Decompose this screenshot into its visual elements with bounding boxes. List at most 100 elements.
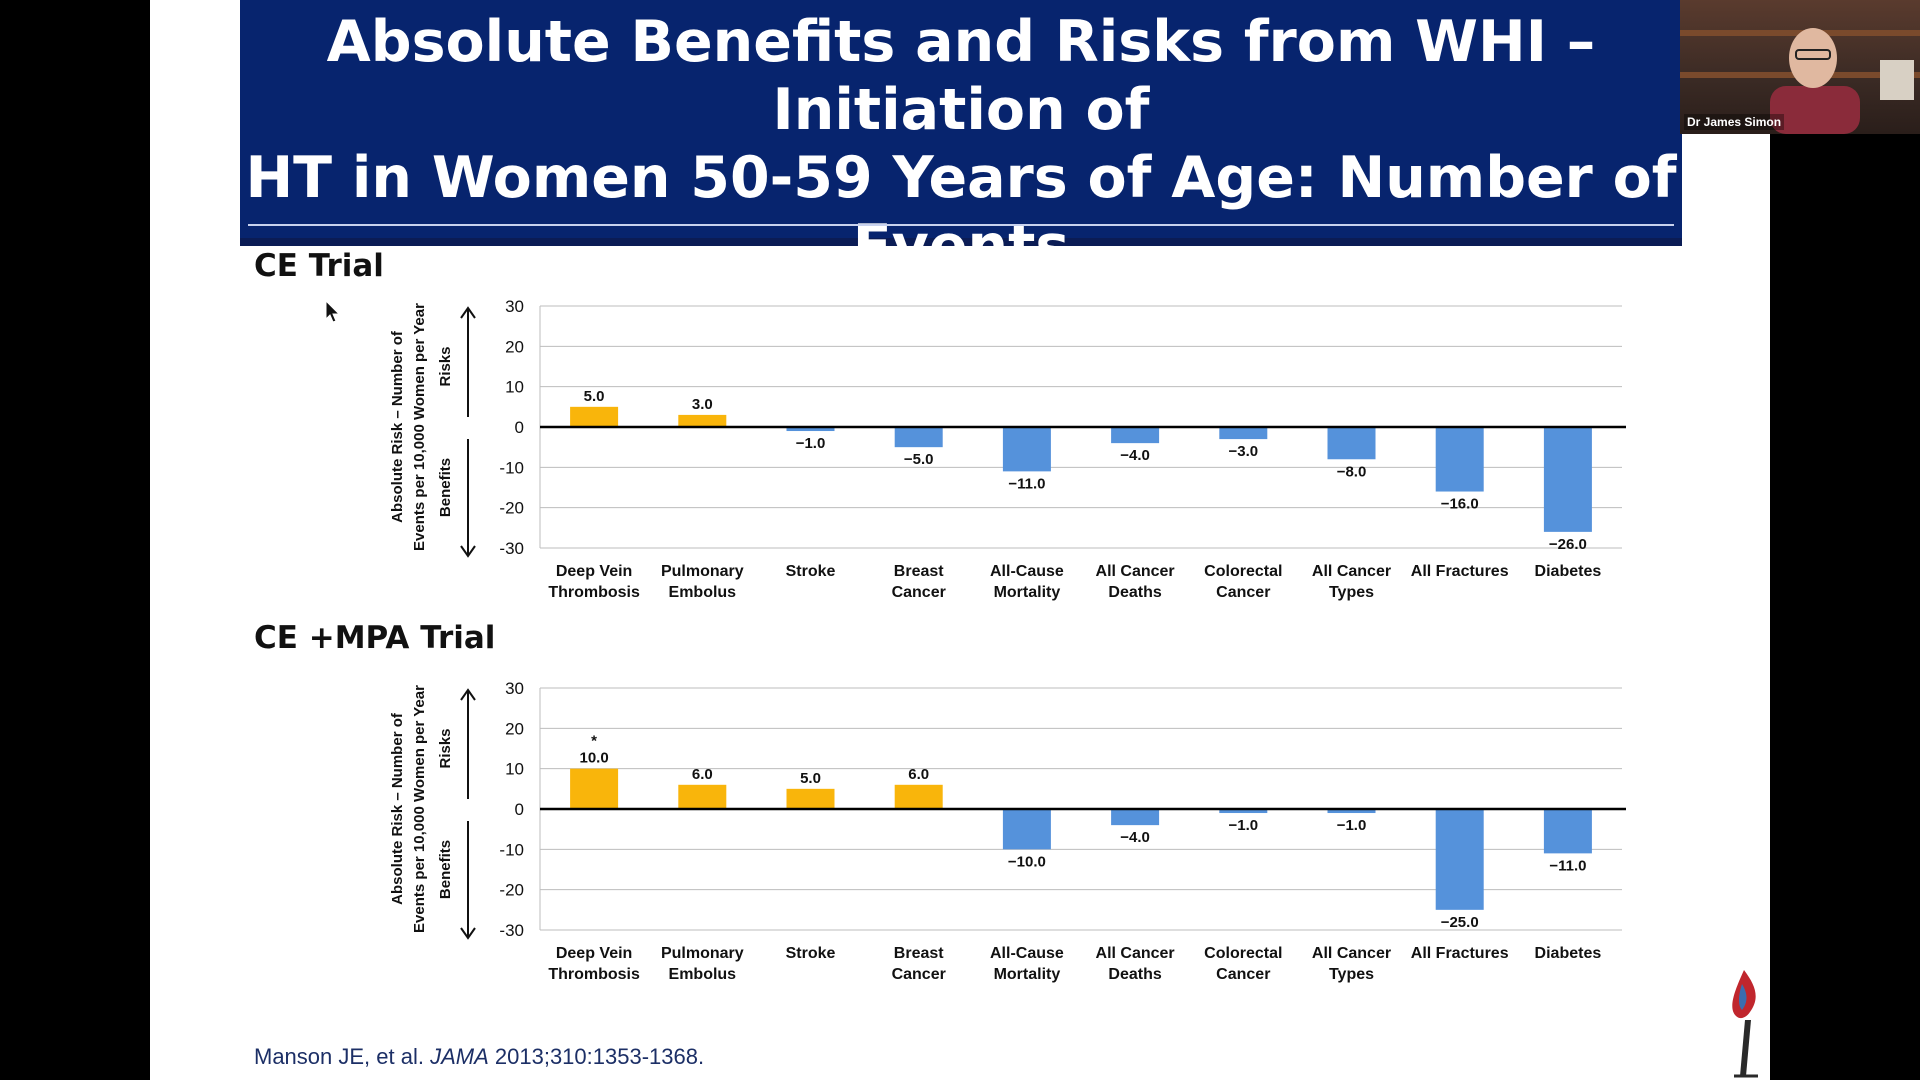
title-rule: [248, 224, 1674, 226]
y-axis-title: Events per 10,000 Women per Year: [411, 303, 428, 551]
data-label: −11.0: [1549, 857, 1586, 874]
data-label: 6.0: [908, 766, 929, 783]
category-label: Embolus: [669, 966, 737, 983]
citation-journal: JAMA: [430, 1044, 489, 1069]
bar: [678, 414, 727, 427]
data-label: −26.0: [1549, 536, 1587, 553]
bar: [570, 768, 619, 809]
chart-1-title: CE Trial: [254, 248, 384, 284]
bar: [1543, 427, 1592, 532]
category-label: Pulmonary: [661, 945, 744, 962]
y-tick-label: 10: [505, 760, 524, 779]
presenter-figure: [1770, 28, 1914, 134]
data-label: −1.0: [796, 435, 826, 452]
y-tick-label: -30: [499, 539, 524, 558]
data-label: 5.0: [584, 388, 605, 405]
ce-mpa-trial-chart: 30 20 10 0 -10 -20 -30 Absolute Risk – Number o…: [389, 679, 1626, 983]
risks-label: Risks: [437, 346, 454, 386]
category-label: Colorectal: [1204, 945, 1282, 962]
category-label: Diabetes: [1535, 563, 1602, 580]
data-label: −1.0: [1337, 817, 1367, 834]
bar: [1435, 809, 1484, 910]
category-label: Breast: [894, 563, 944, 580]
category-label: Breast: [894, 945, 944, 962]
category-label: All Cancer: [1312, 563, 1391, 580]
y-tick-label: -20: [499, 499, 524, 518]
data-label: −1.0: [1228, 817, 1258, 834]
data-label: −11.0: [1008, 475, 1045, 492]
category-label: Types: [1329, 584, 1374, 601]
citation-authors: Manson JE, et al.: [254, 1044, 431, 1069]
up-arrow-icon: [460, 688, 476, 701]
category-label: Deaths: [1108, 584, 1161, 601]
bar: [1543, 809, 1592, 854]
bar: [1219, 809, 1268, 814]
title-line-2: HT in Women 50-59 Years of Age: Number o…: [245, 145, 1677, 279]
category-label: Deep Vein: [556, 563, 632, 580]
y-tick-label: 20: [505, 719, 524, 738]
category-label: Types: [1329, 966, 1374, 983]
data-label: 5.0: [800, 770, 821, 787]
bar: [1002, 427, 1051, 472]
category-label: Deep Vein: [556, 945, 632, 962]
webcam-name-label: Dr James Simon: [1684, 114, 1785, 130]
ce-trial-chart: 30 20 10 0 -10 -20 -30 Absolute Risk – Number o…: [389, 297, 1626, 601]
y-axis-title: Absolute Risk – Number of: [389, 712, 406, 905]
category-label: Cancer: [892, 584, 946, 601]
bar: [678, 784, 727, 809]
y-tick-label: 0: [515, 418, 524, 437]
bar: [894, 427, 943, 448]
category-label: Mortality: [994, 966, 1061, 983]
bar: [1327, 809, 1376, 814]
data-label: 6.0: [692, 766, 713, 783]
y-axis-title: Absolute Risk – Number of: [389, 330, 406, 523]
data-label: 10.0: [579, 750, 608, 767]
bar: [1327, 427, 1376, 460]
y-axis-title: Events per 10,000 Women per Year: [411, 685, 428, 933]
citation-details: 2013;310:1353-1368.: [488, 1044, 705, 1069]
category-label: Pulmonary: [661, 563, 744, 580]
bar: [1111, 809, 1160, 826]
mouse-pointer-icon: [325, 300, 341, 323]
bar: [786, 788, 835, 809]
y-tick-label: -30: [499, 921, 524, 940]
category-label: Mortality: [994, 584, 1061, 601]
bar: [1435, 427, 1484, 492]
y-tick-label: -10: [499, 458, 524, 477]
category-label: All Cancer: [1096, 945, 1175, 962]
data-label: −16.0: [1441, 496, 1479, 513]
data-label: −10.0: [1008, 853, 1046, 870]
bar: [1002, 809, 1051, 850]
category-label: Cancer: [1216, 584, 1270, 601]
category-label: Colorectal: [1204, 563, 1282, 580]
chart-2-title: CE +MPA Trial: [254, 620, 496, 656]
category-label: All Fractures: [1411, 563, 1509, 580]
category-label: All Fractures: [1411, 945, 1509, 962]
category-label: Cancer: [1216, 966, 1270, 983]
down-arrow-icon: [460, 545, 476, 558]
bar: [894, 784, 943, 809]
bar: [570, 406, 619, 427]
risks-label: Risks: [437, 728, 454, 768]
down-arrow-icon: [460, 927, 476, 940]
category-label: All-Cause: [990, 563, 1064, 580]
title-line-1: Absolute Benefits and Risks from WHI – I…: [326, 9, 1596, 143]
data-label: −3.0: [1228, 443, 1258, 460]
y-tick-label: 20: [505, 337, 524, 356]
benefits-label: Benefits: [437, 840, 454, 899]
data-label: −5.0: [904, 451, 934, 468]
data-label: −8.0: [1337, 463, 1367, 480]
title-banner: Absolute Benefits and Risks from WHI – I…: [240, 0, 1682, 347]
webcam-video: Dr James Simon: [1680, 0, 1920, 134]
y-tick-label: 30: [505, 679, 524, 698]
bar: [1219, 427, 1268, 440]
category-label: Stroke: [786, 945, 836, 962]
y-tick-label: 10: [505, 378, 524, 397]
category-label: Stroke: [786, 563, 836, 580]
y-tick-label: 0: [515, 800, 524, 819]
category-label: All-Cause: [990, 945, 1064, 962]
slide: Absolute Benefits and Risks from WHI – I…: [150, 0, 1770, 1080]
benefits-label: Benefits: [437, 458, 454, 517]
category-label: Thrombosis: [548, 966, 640, 983]
data-label: −25.0: [1441, 914, 1479, 931]
